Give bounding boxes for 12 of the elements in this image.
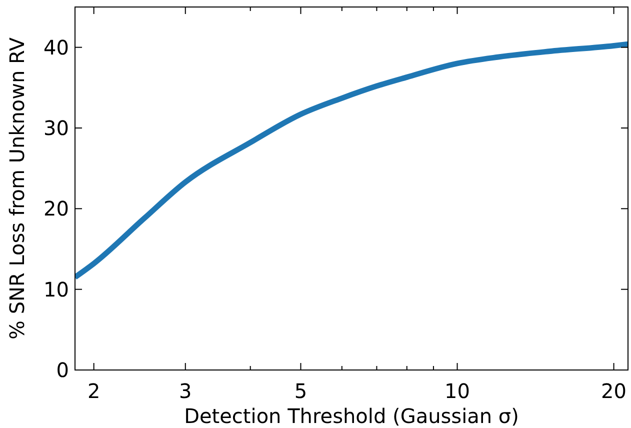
y-tick-label: 20 <box>44 196 69 221</box>
y-tick-label: 30 <box>44 116 69 140</box>
x-tick-label: 3 <box>179 379 192 403</box>
y-tick-label: 0 <box>56 358 69 382</box>
y-tick-label: 10 <box>44 277 69 302</box>
y-axis-title: % SNR Loss from Unknown RV <box>5 37 29 340</box>
x-tick-label: 10 <box>444 379 470 403</box>
x-tick-label: 20 <box>601 379 627 403</box>
x-tick-label: 2 <box>87 379 100 403</box>
x-axis-title: Detection Threshold (Gaussian σ) <box>184 404 519 428</box>
x-tick-label: 5 <box>294 379 308 403</box>
y-tick-label: 40 <box>44 35 69 60</box>
